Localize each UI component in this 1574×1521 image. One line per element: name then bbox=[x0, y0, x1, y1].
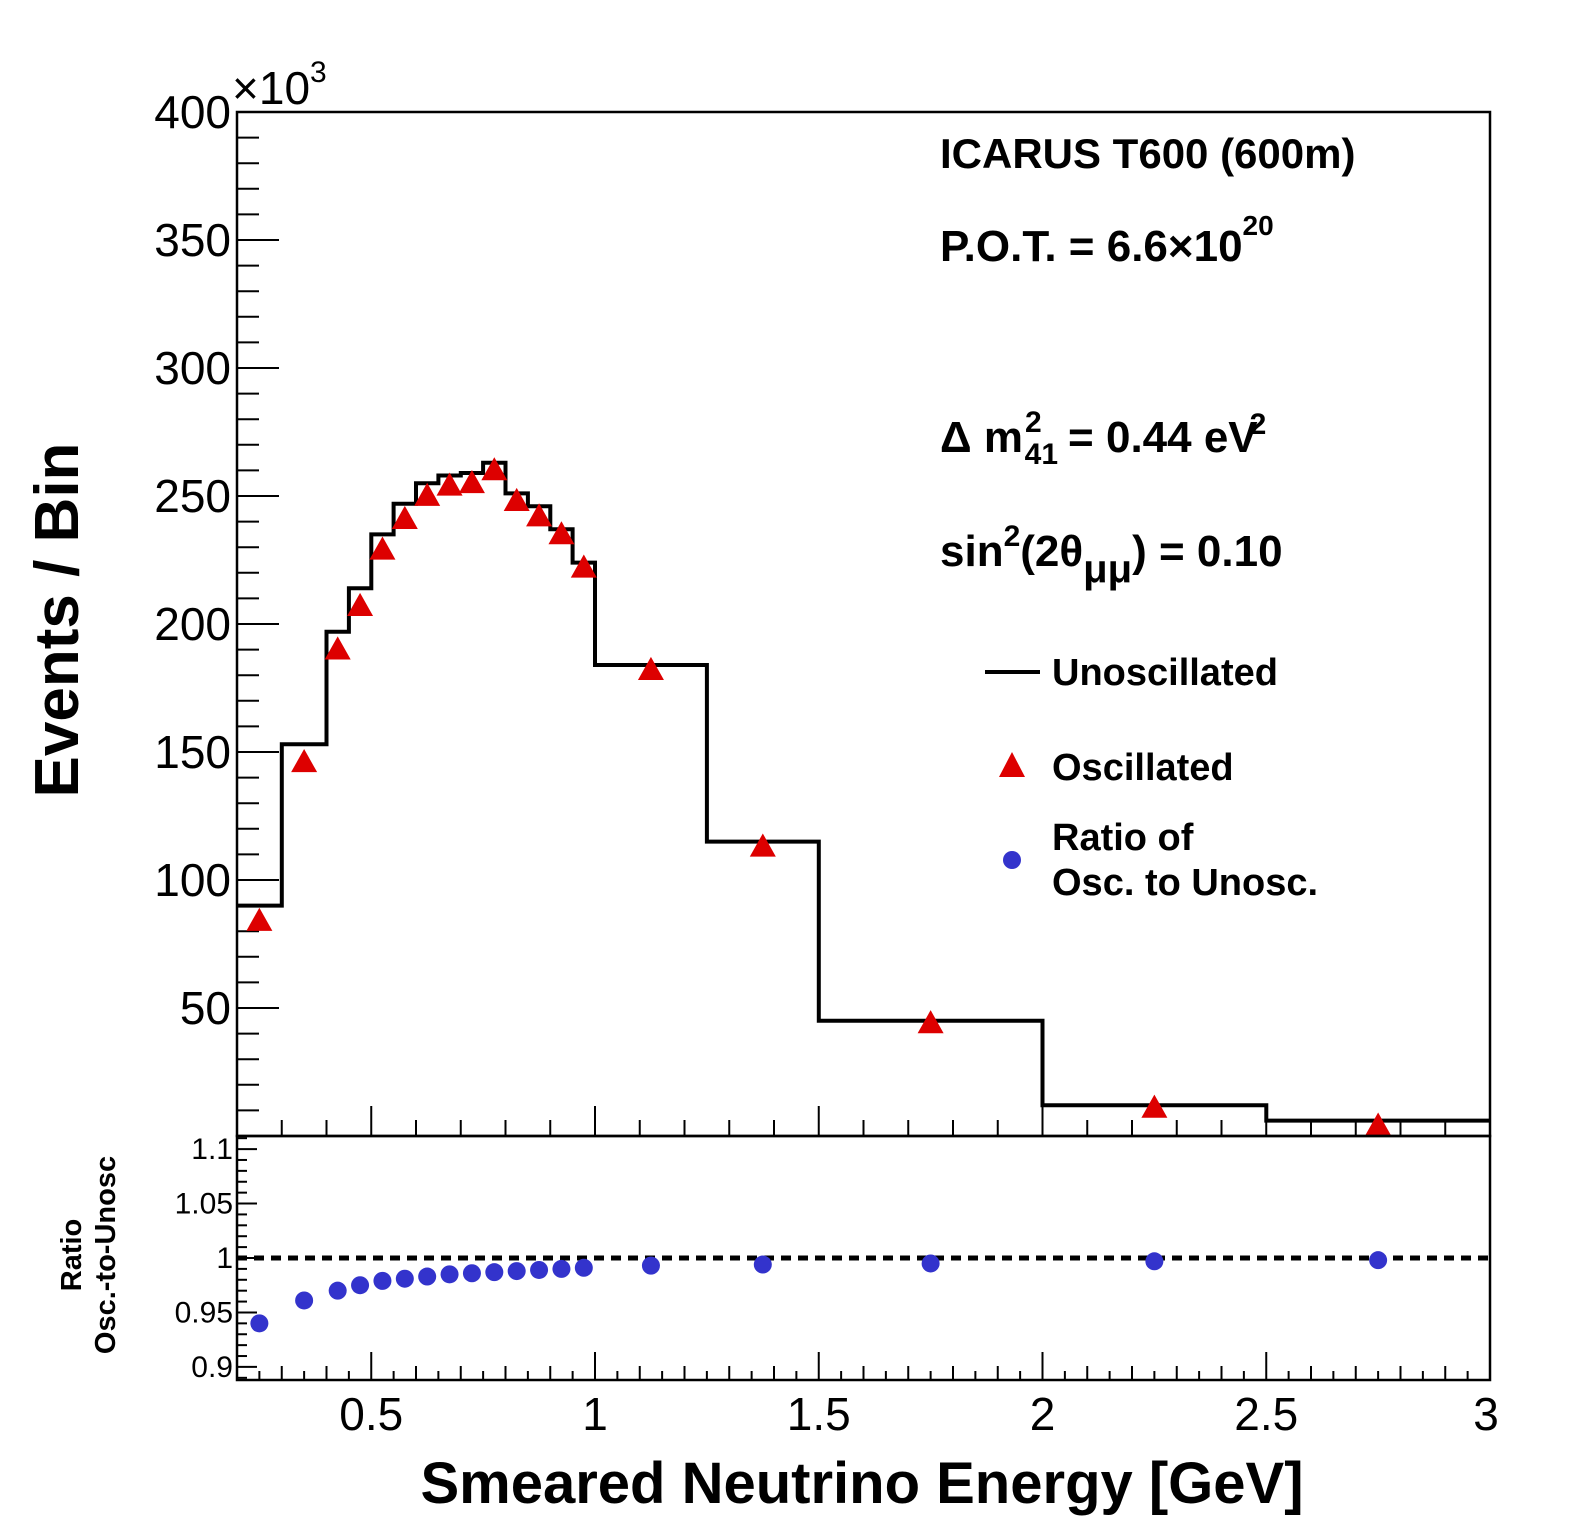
legend-ratio-circle bbox=[1003, 851, 1021, 869]
x-tick-label: 1 bbox=[582, 1388, 608, 1440]
ratio-point bbox=[295, 1291, 314, 1310]
oscillated-point bbox=[324, 636, 351, 660]
oscillated-point bbox=[481, 457, 508, 481]
ratio-point bbox=[328, 1281, 347, 1300]
upper-y-tick-label: 200 bbox=[154, 598, 231, 650]
oscillated-points bbox=[246, 457, 1392, 1136]
oscillated-point bbox=[291, 749, 318, 773]
legend-ratio-label-line2: Osc. to Unosc. bbox=[1052, 862, 1318, 904]
ratio-point bbox=[395, 1269, 414, 1288]
x-axis-title: Smeared Neutrino Energy [GeV] bbox=[420, 1451, 1303, 1516]
lower-x-ticks bbox=[258, 1352, 1491, 1380]
lower-y-tick-label: 0.9 bbox=[191, 1351, 233, 1384]
oscillated-point bbox=[414, 482, 441, 506]
oscillated-point bbox=[436, 472, 463, 496]
legend-oscillated-label: Oscillated bbox=[1052, 747, 1234, 789]
lower-plot-frame bbox=[235, 1134, 1492, 1382]
oscillated-point bbox=[548, 521, 575, 545]
delta-m2-label: Δ m2 41 = 0.44 eV2 bbox=[940, 406, 1266, 471]
x-tick-label: 2 bbox=[1030, 1388, 1056, 1440]
ratio-point bbox=[530, 1260, 549, 1279]
legend: Unoscillated Oscillated Ratio of Osc. to… bbox=[985, 652, 1318, 904]
lower-y-tick-label: 1.1 bbox=[191, 1133, 233, 1166]
oscillated-point bbox=[503, 487, 530, 512]
upper-y-tick-label: 250 bbox=[154, 470, 231, 522]
ratio-point bbox=[373, 1271, 392, 1290]
lower-y-ticks bbox=[237, 1137, 257, 1379]
upper-y-tick-label: 400 bbox=[154, 86, 231, 138]
ratio-point bbox=[250, 1314, 269, 1333]
ratio-y-axis-title-line2: Osc.-to-Unosc bbox=[90, 1156, 122, 1354]
x-tick-labels: 0.5 1 1.5 2 2.5 3 bbox=[339, 1388, 1499, 1440]
legend-ratio-label-line1: Ratio of bbox=[1052, 817, 1194, 859]
oscillated-point bbox=[526, 503, 553, 527]
pot-label: P.O.T. = 6.6×1020 bbox=[940, 210, 1274, 271]
ratio-point bbox=[351, 1276, 370, 1295]
upper-plot-frame bbox=[235, 110, 1492, 1138]
ratio-point bbox=[641, 1256, 660, 1275]
upper-y-tick-label: 150 bbox=[154, 726, 231, 778]
x-tick-label: 0.5 bbox=[339, 1388, 403, 1440]
x-tick-label: 2.5 bbox=[1234, 1388, 1298, 1440]
unoscillated-histogram bbox=[237, 460, 1490, 1123]
upper-y-tick-labels: 50 100 150 200 250 300 350 400 bbox=[154, 86, 231, 1034]
y-axis-title: Events / Bin bbox=[23, 443, 92, 798]
y-multiplier: ×103 bbox=[232, 56, 327, 114]
ratio-point bbox=[418, 1267, 437, 1286]
lower-y-tick-label: 1 bbox=[216, 1242, 233, 1275]
legend-unoscillated-label: Unoscillated bbox=[1052, 652, 1278, 694]
ratio-point bbox=[507, 1262, 526, 1281]
mixing-angle-label: sin2(2θμμ) = 0.10 bbox=[940, 520, 1283, 591]
ratio-points bbox=[250, 1251, 1388, 1333]
oscillated-point bbox=[749, 833, 776, 857]
oscillated-point bbox=[391, 505, 418, 529]
legend-oscillated-triangle bbox=[999, 752, 1025, 777]
ratio-point bbox=[552, 1259, 571, 1278]
oscillated-point bbox=[246, 907, 273, 931]
ratio-point bbox=[921, 1254, 940, 1273]
ratio-point bbox=[462, 1264, 481, 1283]
ratio-point bbox=[440, 1265, 459, 1284]
upper-y-tick-label: 350 bbox=[154, 214, 231, 266]
ratio-point bbox=[1369, 1251, 1388, 1270]
oscillated-point bbox=[637, 656, 664, 680]
oscillated-point bbox=[347, 592, 374, 616]
x-tick-label: 1.5 bbox=[787, 1388, 851, 1440]
x-tick-label: 3 bbox=[1473, 1388, 1499, 1440]
upper-y-tick-label: 50 bbox=[180, 982, 231, 1034]
ratio-point bbox=[574, 1258, 593, 1277]
oscillated-point bbox=[917, 1010, 944, 1034]
experiment-label: ICARUS T600 (600m) bbox=[940, 130, 1355, 177]
ratio-point bbox=[485, 1263, 504, 1282]
lower-y-tick-label: 1.05 bbox=[175, 1188, 233, 1221]
upper-x-ticks bbox=[280, 1106, 1447, 1136]
upper-panel: 50 100 150 200 250 300 350 400 bbox=[154, 86, 1492, 1138]
lower-panel: 0.9 0.95 1 1.05 1.1 0.5 1 1.5 2 2.5 3 bbox=[175, 1133, 1499, 1440]
ratio-point bbox=[753, 1255, 772, 1274]
upper-y-ticks bbox=[237, 111, 279, 1112]
lower-y-tick-labels: 0.9 0.95 1 1.05 1.1 bbox=[175, 1133, 233, 1384]
oscillated-point bbox=[1365, 1112, 1392, 1136]
ratio-point bbox=[1145, 1252, 1164, 1271]
ratio-y-axis-title-line1: Ratio bbox=[56, 1219, 88, 1292]
oscillated-point bbox=[1141, 1094, 1168, 1118]
oscillated-point bbox=[458, 470, 485, 494]
oscillated-point bbox=[369, 536, 396, 560]
upper-y-tick-label: 100 bbox=[154, 854, 231, 906]
upper-y-tick-label: 300 bbox=[154, 342, 231, 394]
oscillated-point bbox=[570, 554, 597, 578]
lower-y-tick-label: 0.95 bbox=[175, 1296, 233, 1329]
